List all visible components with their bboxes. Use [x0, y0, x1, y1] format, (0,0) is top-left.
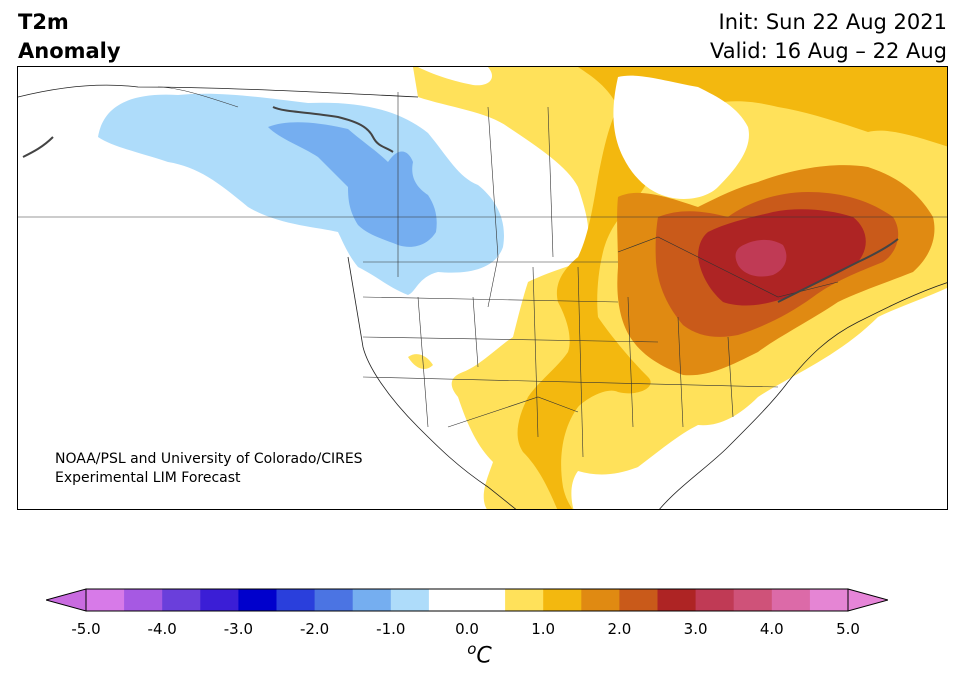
valid-range: Valid: 16 Aug – 22 Aug — [709, 39, 947, 63]
title-variable: T2m — [18, 10, 69, 34]
forecast-dates: Init: Sun 22 Aug 2021 Valid: 16 Aug – 22… — [710, 8, 947, 66]
political-boundaries — [18, 86, 947, 458]
cold-anomaly-mid — [268, 122, 437, 247]
init-date: Init: Sun 22 Aug 2021 — [718, 10, 947, 34]
colorbar-bin — [543, 589, 582, 611]
unit-letter: C — [476, 643, 492, 669]
colorbar-bin — [124, 589, 163, 611]
colorbar-bin — [619, 589, 658, 611]
coastline — [18, 84, 947, 509]
colorbar-bin — [86, 589, 125, 611]
colorbar-bin — [200, 589, 239, 611]
colorbar-bin — [695, 589, 735, 611]
unit-label: oC — [0, 640, 959, 668]
colorbar-svg — [44, 588, 890, 612]
map-title: T2m Anomaly — [18, 8, 121, 66]
colorbar-extend-high — [847, 588, 890, 612]
colorbar-bin — [352, 589, 392, 611]
colorbar-bin — [276, 589, 316, 611]
colorbar-bin — [390, 589, 430, 611]
hudson-bay — [613, 75, 749, 199]
colorbar-bin — [733, 589, 773, 611]
colorbar-tick-label: -5.0 — [71, 620, 101, 638]
colorbar-tick-label: -1.0 — [376, 620, 406, 638]
colorbar — [44, 588, 890, 616]
colorbar-tick-label: 5.0 — [836, 620, 860, 638]
colorbar-bin — [771, 589, 811, 611]
map-canvas — [18, 67, 947, 509]
warm-anomaly-mid — [517, 67, 947, 509]
colorbar-tick-label: 4.0 — [759, 620, 784, 638]
colorbar-bin — [238, 589, 277, 611]
colorbar-bin — [809, 589, 849, 611]
colorbar-tick-label: 1.0 — [531, 620, 556, 638]
colorbar-bin — [467, 589, 506, 611]
colorbar-bin — [505, 589, 544, 611]
colorbar-frame — [85, 588, 849, 612]
warm-anomaly-pink — [735, 239, 787, 277]
colorbar-tick-label: 3.0 — [683, 620, 708, 638]
colorbar-tick-label: 0.0 — [455, 620, 479, 638]
title-anomaly: Anomaly — [18, 39, 121, 63]
arctic-white — [418, 67, 493, 86]
colorbar-bin — [657, 589, 697, 611]
colorbar-tick-label: -3.0 — [223, 620, 254, 638]
colorbar-tick-label: 2.0 — [607, 620, 632, 638]
map-credit: NOAA/PSL and University of Colorado/CIRE… — [55, 450, 363, 488]
colorbar-bin — [314, 589, 354, 611]
degree-symbol: o — [467, 640, 477, 658]
anomaly-map: NOAA/PSL and University of Colorado/CIRE… — [17, 66, 948, 510]
credit-line-1: NOAA/PSL and University of Colorado/CIRE… — [55, 451, 363, 467]
colorbar-bin — [581, 589, 620, 611]
rivers — [22, 106, 899, 303]
colorbar-bin — [428, 589, 468, 611]
colorbar-bin — [162, 589, 201, 611]
colorbar-extend-low — [44, 588, 87, 612]
colorbar-tick-label: -4.0 — [147, 620, 177, 638]
colorbar-tick-label: -2.0 — [299, 620, 330, 638]
credit-line-2: Experimental LIM Forecast — [55, 470, 241, 486]
